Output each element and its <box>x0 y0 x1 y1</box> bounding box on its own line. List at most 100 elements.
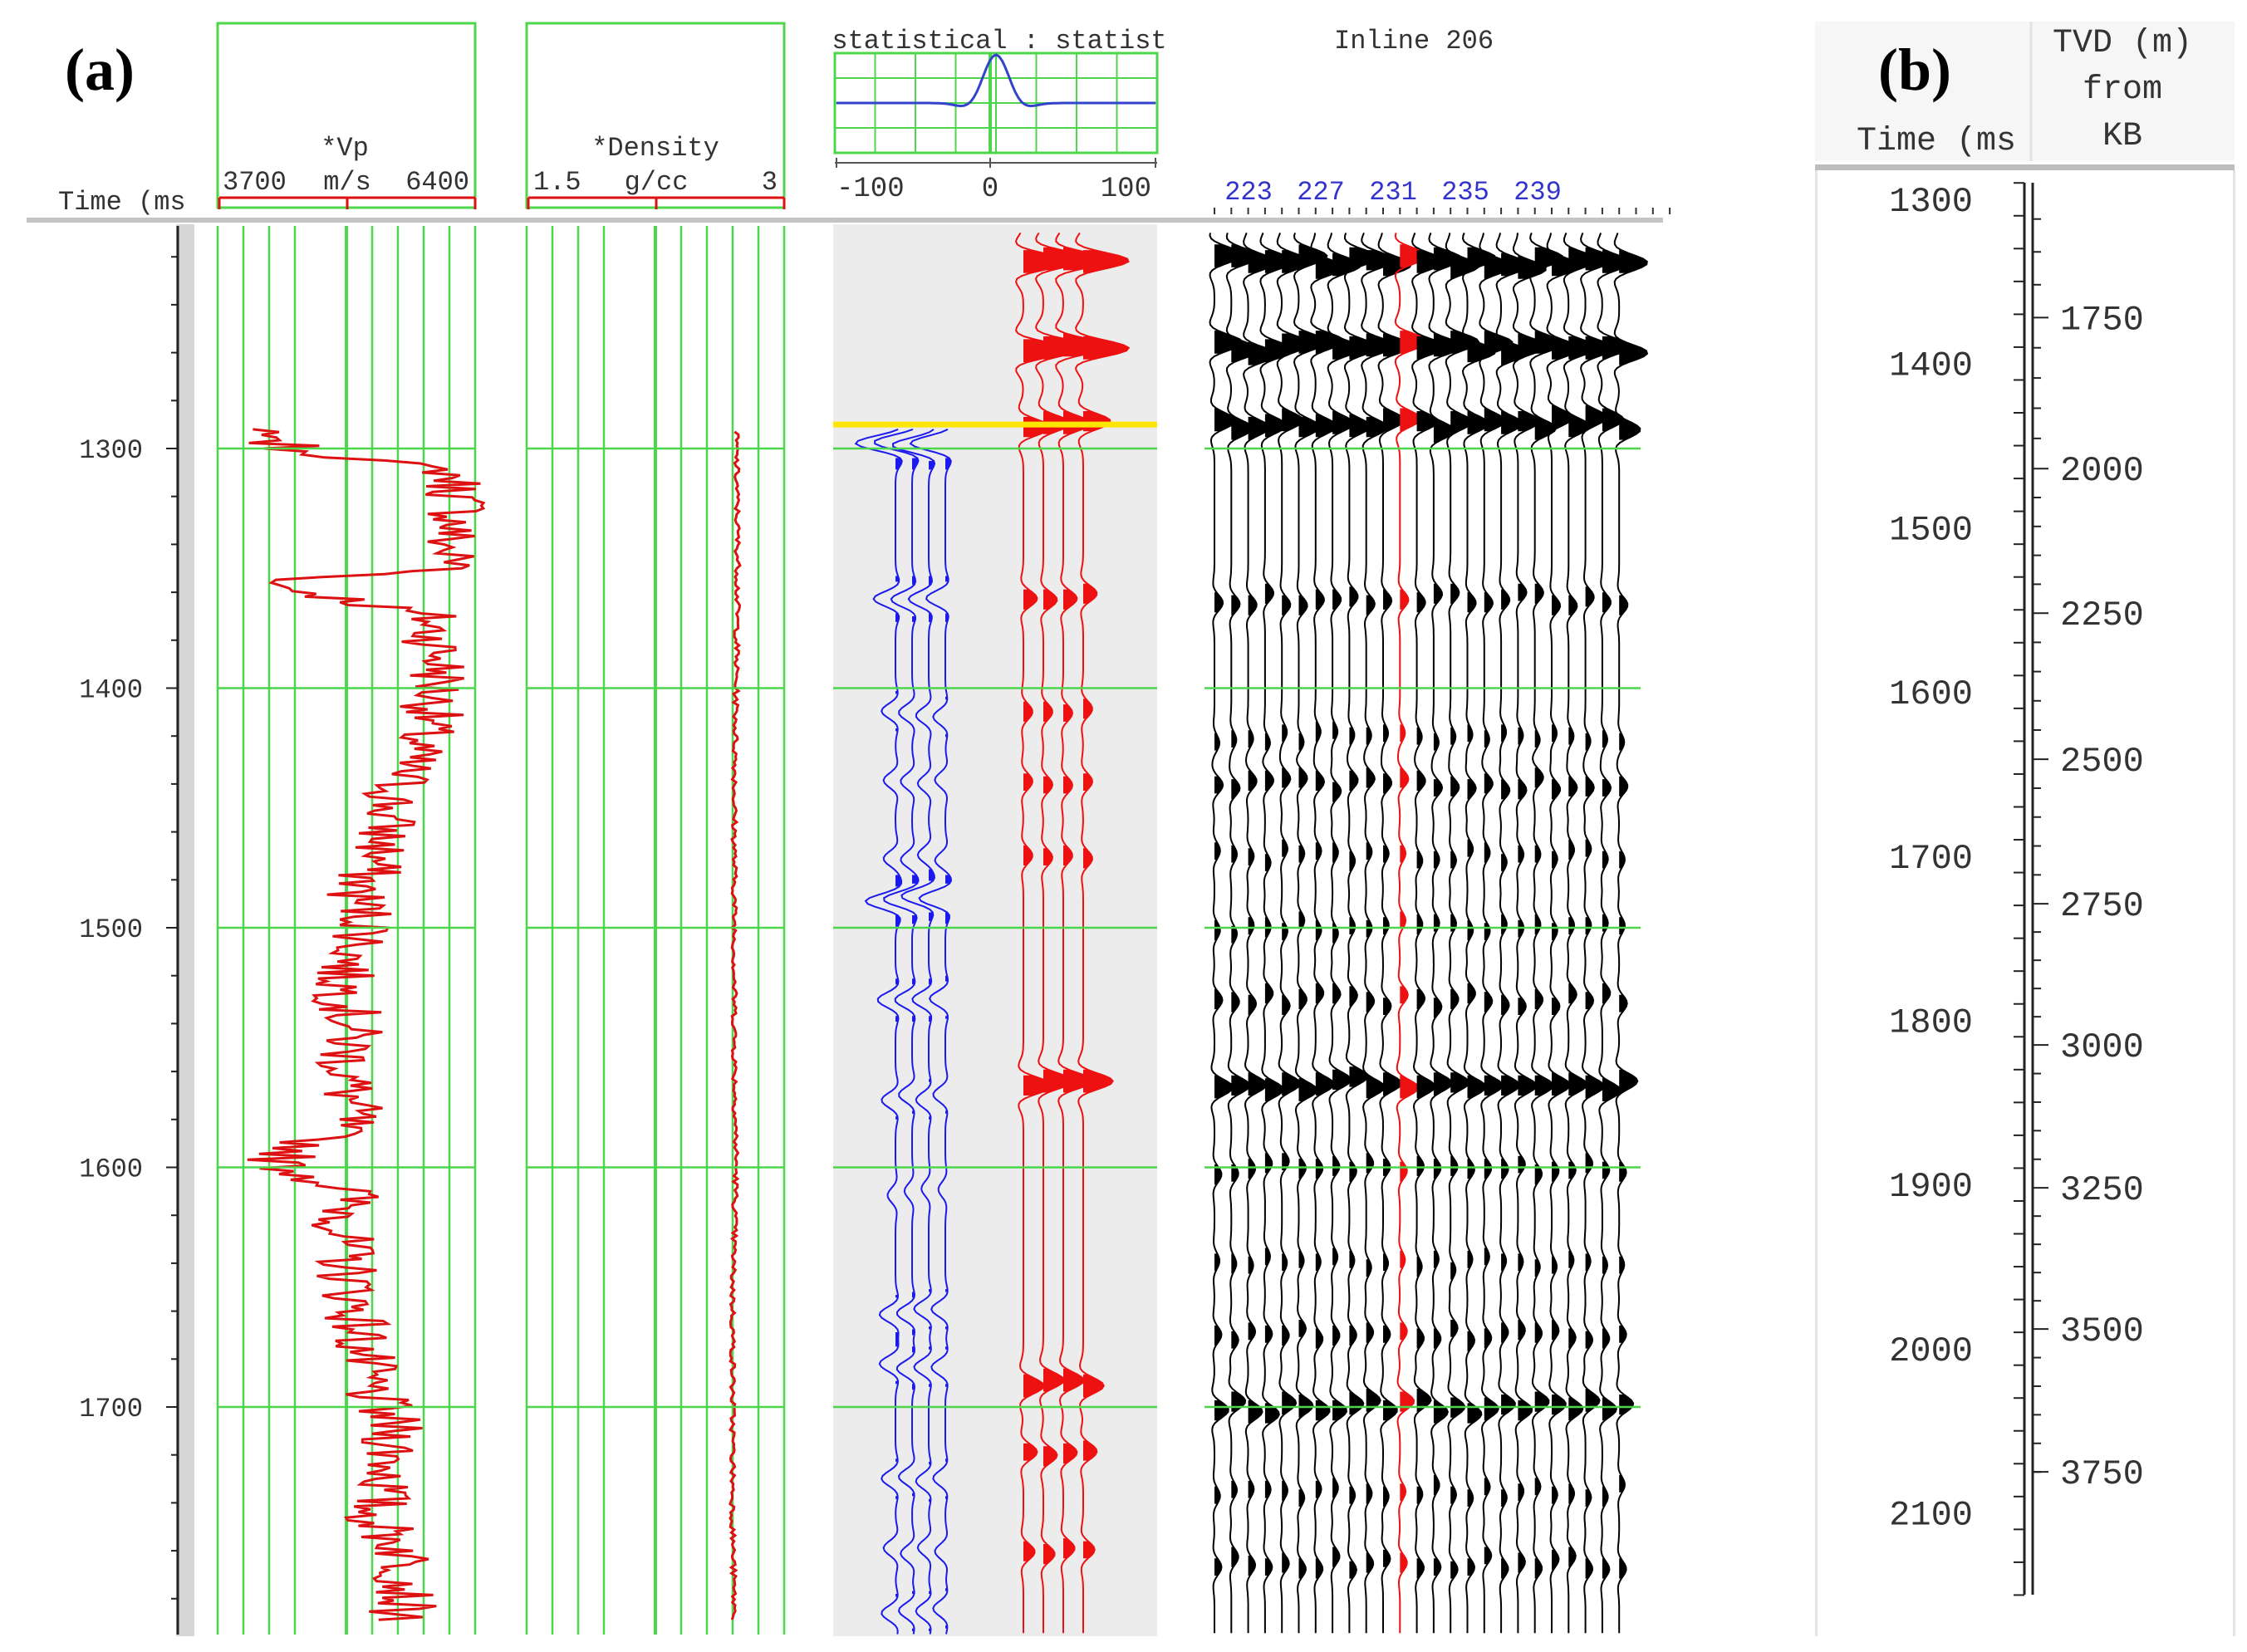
seismic-trace-fill <box>1383 252 1411 277</box>
trace-label-235: 235 <box>1441 177 1489 208</box>
seismic-trace-wiggle <box>1512 233 1548 1634</box>
synthetic-blue-trace-wiggle <box>891 429 936 1635</box>
seismic-trace-fill <box>1585 336 1614 360</box>
td-depth-label: 3750 <box>2060 1454 2144 1494</box>
td-depth-label: 2500 <box>2060 742 2144 782</box>
td-time-label: 1700 <box>1889 839 1973 879</box>
seismic-trace-wiggle <box>1479 233 1514 1634</box>
seismic-trace-fill <box>1518 256 1546 279</box>
seismic-trace-fill <box>1484 1397 1499 1421</box>
seismic-trace-fill <box>1282 1072 1301 1096</box>
trace-label-223: 223 <box>1224 177 1273 208</box>
seismic-trace-wiggle <box>1563 233 1598 1634</box>
density-curve <box>729 430 742 1620</box>
synthetic-blue-trace-fill <box>945 458 951 470</box>
wavelet-tick-label-max: 100 <box>1101 174 1151 205</box>
td-depth-label: 3250 <box>2060 1170 2144 1210</box>
seismic-trace-wiggle <box>1209 233 1244 1634</box>
seismic-trace-fill <box>1315 1072 1334 1096</box>
time-depth-scale: 1300 1400 1500 1600 1700 1800 1900 2000 2100 1750… <box>1889 182 2144 1596</box>
seismic-trace-wiggle <box>1377 233 1413 1634</box>
seismic-trace-fill <box>1534 416 1557 440</box>
synthetic-red-trace-wiggle <box>1074 232 1131 1634</box>
td-time-label: 1400 <box>1889 346 1973 386</box>
seismic-trace-wiggle <box>1411 233 1446 1634</box>
synthetic-red-trace-wiggle <box>1034 232 1091 1634</box>
seismic-trace-fill <box>1231 416 1253 440</box>
wavelet-curve <box>836 53 1155 108</box>
synthetic-blue-trace-fill <box>929 461 935 470</box>
seismic-trace-fill <box>1298 331 1327 354</box>
seismic-trace-wiggle <box>1259 233 1295 1634</box>
seismic-trace-fill <box>1619 1069 1638 1093</box>
panel-b-depth-title: TVD (m) from KB <box>2053 25 2192 155</box>
seismic-trace-fill <box>1366 1075 1385 1099</box>
seismic-trace-wiggle <box>1428 233 1464 1634</box>
td-depth-label: 2000 <box>2060 451 2144 491</box>
td-depth-label: 2750 <box>2060 886 2144 926</box>
seismic-trace-fill <box>1602 1397 1617 1421</box>
seismic-trace-wiggle <box>1327 233 1362 1634</box>
seismic-trace-fill <box>1467 1075 1486 1099</box>
seismic-trace-wiggle <box>1361 233 1396 1634</box>
seismic-trace-fill <box>1416 1075 1435 1099</box>
vp-min-label: 3700 <box>223 167 287 198</box>
vp-unit-label: m/s <box>323 167 371 198</box>
synthetic-blue-trace-fill <box>929 912 934 921</box>
seismic-trace-fill <box>1264 1078 1283 1101</box>
well-trace-wiggle <box>1394 233 1430 1634</box>
synthetic-red-traces <box>1014 232 1131 1634</box>
seismic-trace-wiggle <box>1529 233 1564 1634</box>
synthetic-red-trace-wiggle <box>1014 232 1071 1634</box>
td-time-label: 1800 <box>1889 1003 1973 1043</box>
density-min-label: 1.5 <box>533 167 581 198</box>
seismic-trace-fill <box>1433 247 1462 271</box>
seismic-trace-ticks <box>1214 208 1671 214</box>
synthetic-red-trace-fill <box>1023 1374 1044 1398</box>
synthetic-background <box>833 224 1157 1636</box>
panel-b-right-border <box>2233 170 2235 1636</box>
seismic-title: Inline 206 <box>1334 26 1494 56</box>
time-axis-title: Time (ms <box>58 187 186 218</box>
seismic-trace-fill <box>1450 331 1479 354</box>
vp-track <box>216 226 486 1635</box>
panel-b-header-separator <box>1815 164 2235 170</box>
td-depth-label: 3000 <box>2060 1027 2144 1067</box>
synthetic-red-trace-fill <box>1063 1069 1093 1093</box>
synthetic-blue-traces <box>854 428 953 1635</box>
seismic-trace-fill <box>1248 250 1277 273</box>
horizontal-gridlines <box>218 447 1641 1409</box>
seismic-trace-fill <box>1298 1078 1317 1101</box>
time-axis-tick-label: 1500 <box>79 914 143 945</box>
vp-max-label: 6400 <box>405 167 469 198</box>
density-max-label: 3 <box>762 167 778 198</box>
seismic-trace-wiggle <box>1276 233 1312 1634</box>
seismic-trace-fill <box>1315 256 1344 279</box>
vp-curve <box>247 428 486 1621</box>
time-axis-a: 1300 1400 1500 1600 1700 <box>79 226 179 1635</box>
seismic-trace-wiggle <box>1580 233 1615 1634</box>
synthetic-red-trace-fill <box>1063 1368 1084 1392</box>
td-time-label: 2100 <box>1889 1496 1973 1536</box>
vp-title: *Vp <box>321 133 369 164</box>
synthetic-red-trace-fill <box>1083 1374 1104 1398</box>
synthetic-blue-trace-fill <box>912 915 917 924</box>
seismic-trace-fill <box>1282 1391 1297 1415</box>
seismic-trace-wiggle <box>1546 233 1581 1634</box>
wavelet-title: statistical : statist <box>832 26 1166 56</box>
seismic-trace-fill <box>1602 408 1624 432</box>
density-scale-bar <box>527 196 786 209</box>
seismic-trace-wiggle <box>1445 233 1480 1634</box>
seismic-trace-wiggle <box>1495 233 1531 1634</box>
density-title: *Density <box>591 133 719 164</box>
density-track <box>525 226 786 1635</box>
synthetic-red-trace-fill <box>1043 1446 1057 1467</box>
wavelet-tick-label-min: -100 <box>836 174 905 205</box>
td-time-label: 2000 <box>1889 1331 1973 1371</box>
trace-label-231: 231 <box>1369 177 1417 208</box>
synthetic-red-trace-fill <box>1083 1069 1113 1093</box>
synthetic-red-trace-fill <box>1043 1069 1073 1093</box>
seismic-trace-wiggle <box>1310 233 1346 1634</box>
seismic-section <box>1209 233 1649 1634</box>
seismic-trace-fill <box>1568 336 1597 360</box>
